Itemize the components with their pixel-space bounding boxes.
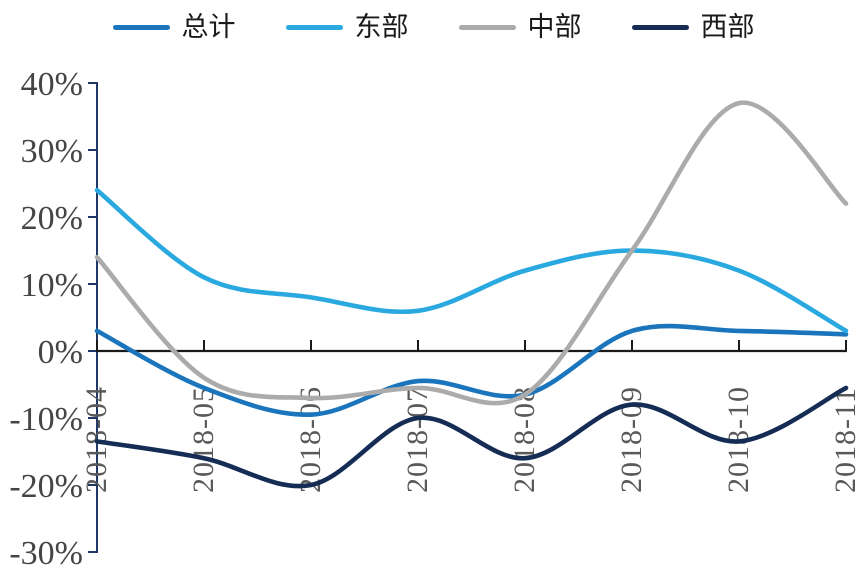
east-line-swatch (285, 25, 343, 30)
legend-label-east: 东部 (354, 12, 409, 42)
series-line-total (94, 323, 849, 417)
y-axis-label: -10% (9, 401, 83, 438)
series-line-west (94, 385, 849, 489)
y-axis-label: 40% (21, 66, 83, 103)
legend-label-total: 总计 (181, 12, 236, 42)
x-axis-label: 2018-11 (829, 387, 862, 493)
y-axis-label: -30% (9, 535, 83, 572)
x-axis-label: 2018-09 (615, 386, 648, 493)
y-axis-label: 30% (21, 133, 83, 170)
y-axis-label: 0% (38, 334, 83, 371)
x-axis-label: 2018-07 (401, 386, 434, 493)
legend-item-west: 西部 (631, 12, 755, 42)
legend-label-west: 西部 (700, 12, 755, 42)
x-axis-label: 2018-06 (294, 386, 327, 493)
total-line-swatch (112, 25, 170, 30)
y-axis-label: 10% (21, 267, 83, 304)
legend-label-central: 中部 (527, 12, 582, 42)
legend-item-central: 中部 (458, 12, 582, 42)
central-line-swatch (458, 25, 516, 30)
y-axis-label: -20% (9, 468, 83, 505)
series-line-east (94, 187, 849, 334)
x-axis-label: 2018-05 (187, 386, 220, 493)
x-axis-label: 2018-08 (508, 386, 541, 493)
legend-item-east: 东部 (285, 12, 409, 42)
legend: 总计 东部 中部 西部 (0, 14, 867, 41)
west-line-swatch (631, 25, 689, 30)
series-line-central (94, 100, 849, 406)
y-axis-label: 20% (21, 200, 83, 237)
legend-item-total: 总计 (112, 12, 236, 42)
